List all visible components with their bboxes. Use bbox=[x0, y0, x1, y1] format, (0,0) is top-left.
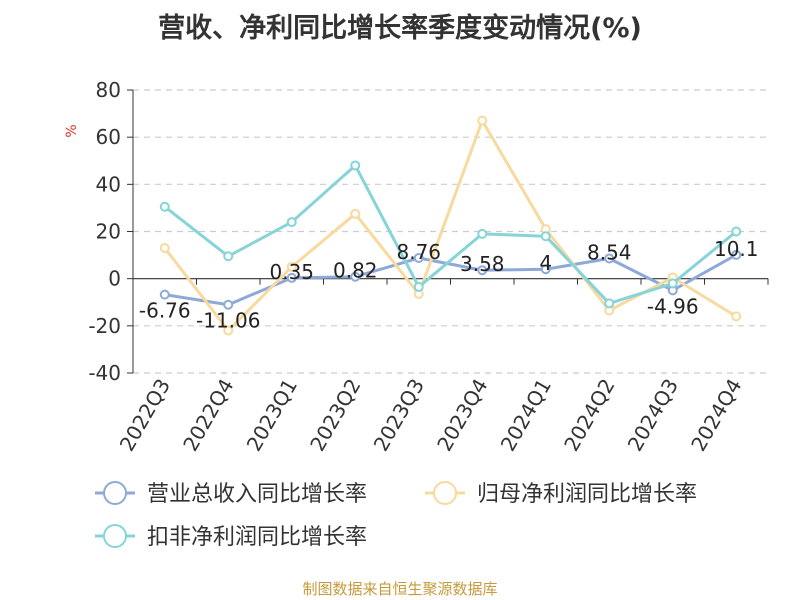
data-point bbox=[350, 208, 361, 219]
data-point bbox=[604, 298, 615, 309]
data-point bbox=[477, 265, 488, 276]
data-label: 4 bbox=[539, 251, 552, 275]
data-point bbox=[540, 231, 551, 242]
y-tick-label: 40 bbox=[96, 172, 121, 196]
data-point bbox=[350, 160, 361, 171]
legend-marker bbox=[103, 524, 127, 548]
data-point bbox=[286, 261, 297, 272]
data-point bbox=[159, 201, 170, 212]
y-axis-label: % bbox=[64, 124, 80, 137]
data-label: 10.1 bbox=[714, 237, 759, 261]
y-tick-label: -40 bbox=[88, 361, 121, 385]
data-point bbox=[159, 289, 170, 300]
data-point bbox=[731, 311, 742, 322]
data-point bbox=[286, 272, 297, 283]
x-tick-label: 2024Q4 bbox=[686, 375, 746, 456]
legend-marker bbox=[433, 481, 457, 505]
data-point bbox=[350, 271, 361, 282]
series-line bbox=[163, 163, 738, 305]
data-point bbox=[604, 253, 615, 264]
legend-marker bbox=[103, 481, 127, 505]
x-tick-label: 2023Q4 bbox=[432, 375, 492, 456]
data-point bbox=[223, 325, 234, 336]
data-point bbox=[731, 249, 742, 260]
y-tick-label: 20 bbox=[96, 220, 121, 244]
data-point bbox=[223, 299, 234, 310]
x-tick-label: 2023Q1 bbox=[242, 375, 302, 456]
legend-label: 营业总收入同比增长率 bbox=[147, 482, 367, 507]
data-point bbox=[477, 115, 488, 126]
x-tick-label: 2022Q3 bbox=[115, 375, 175, 456]
data-label: 8.54 bbox=[587, 241, 632, 265]
y-tick-label: 0 bbox=[108, 267, 121, 291]
data-label: 8.76 bbox=[396, 240, 441, 264]
data-label: -11.06 bbox=[196, 309, 260, 333]
series-line bbox=[164, 253, 737, 307]
x-tick-label: 2024Q2 bbox=[559, 375, 619, 456]
data-label: 0.82 bbox=[333, 259, 378, 283]
data-label: -4.96 bbox=[647, 294, 699, 318]
x-tick-label: 2022Q4 bbox=[178, 375, 238, 456]
y-tick-label: 80 bbox=[96, 78, 121, 102]
x-tick-label: 2024Q1 bbox=[496, 375, 556, 456]
data-point bbox=[223, 251, 234, 262]
data-point bbox=[286, 217, 297, 228]
data-point bbox=[159, 243, 170, 254]
data-label: -6.76 bbox=[139, 299, 191, 323]
data-point bbox=[413, 253, 424, 264]
y-tick-label: -20 bbox=[88, 314, 121, 338]
x-tick-label: 2023Q3 bbox=[369, 375, 429, 456]
data-point bbox=[477, 228, 488, 239]
data-point bbox=[731, 226, 742, 237]
data-point bbox=[667, 278, 678, 289]
x-tick-label: 2023Q2 bbox=[305, 375, 365, 456]
data-label: 0.35 bbox=[269, 260, 314, 284]
data-point bbox=[413, 281, 424, 292]
source-note: 制图数据来自恒生聚源数据库 bbox=[302, 580, 498, 598]
y-tick-label: 60 bbox=[96, 125, 121, 149]
data-point bbox=[540, 264, 551, 275]
x-tick-label: 2024Q3 bbox=[623, 375, 683, 456]
legend-label: 扣非净利润同比增长率 bbox=[147, 525, 367, 550]
data-label: 3.58 bbox=[460, 252, 505, 276]
chart-title: 营收、净利同比增长率季度变动情况(%) bbox=[158, 13, 642, 44]
legend-label: 归母净利润同比增长率 bbox=[477, 482, 697, 507]
